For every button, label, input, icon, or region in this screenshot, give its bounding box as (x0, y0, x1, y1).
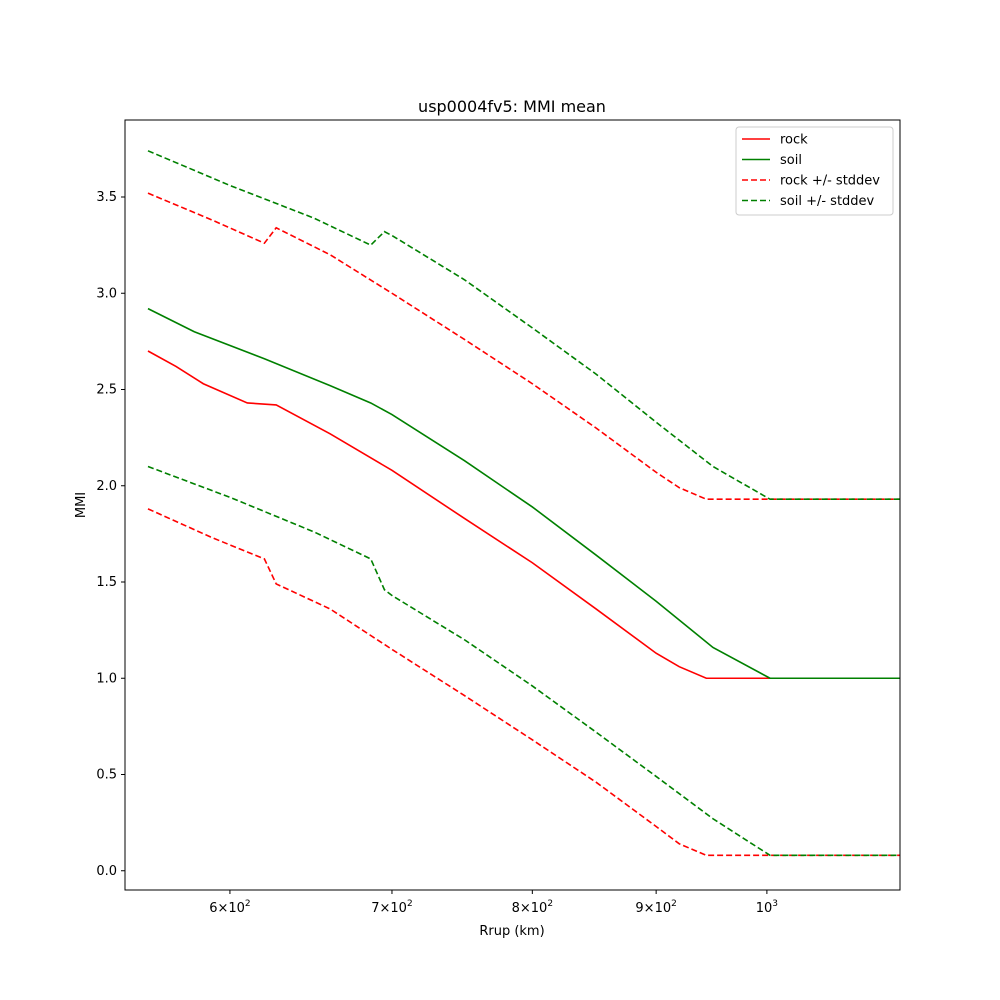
y-tick-label: 3.5 (96, 190, 117, 205)
y-tick-label: 1.0 (96, 671, 117, 686)
y-axis: 0.0 0.5 1.0 1.5 2.0 2.5 3.0 3.5 (96, 190, 125, 879)
series-layer (147, 150, 900, 857)
y-tick-label: 2.5 (96, 383, 117, 398)
y-tick-label: 1.5 (96, 575, 117, 590)
x-tick-label: 9×102 (635, 899, 676, 916)
legend-label: rock +/- stddev (780, 174, 880, 189)
legend: rock soil rock +/- stddev soil +/- stddev (735, 126, 894, 216)
series-line-0 (147, 350, 900, 680)
chart-title: usp0004fv5: MMI mean (418, 97, 606, 116)
series-line-3 (147, 508, 900, 857)
legend-box (735, 126, 894, 216)
legend-label: soil +/- stddev (780, 194, 875, 209)
x-tick-label: 6×102 (209, 899, 250, 916)
series-line-2 (147, 192, 900, 501)
x-tick-label: 7×102 (371, 899, 412, 916)
series-line-5 (147, 465, 900, 857)
y-tick-label: 3.0 (96, 286, 117, 301)
legend-label: rock (780, 133, 808, 148)
y-axis-label: MMI (74, 492, 89, 518)
x-axis: 6×102 7×102 8×102 9×102 103 (209, 890, 778, 916)
y-tick-label: 0.0 (96, 864, 117, 879)
y-tick-label: 2.0 (96, 479, 117, 494)
x-tick-label: 8×102 (512, 899, 553, 916)
x-axis-label: Rrup (km) (479, 924, 544, 939)
series-line-4 (147, 150, 900, 501)
plot-area-frame (124, 119, 901, 891)
series-line-1 (147, 307, 900, 680)
y-tick-label: 0.5 (96, 768, 117, 783)
legend-label: soil (780, 153, 802, 168)
x-tick-label: 103 (756, 899, 778, 916)
